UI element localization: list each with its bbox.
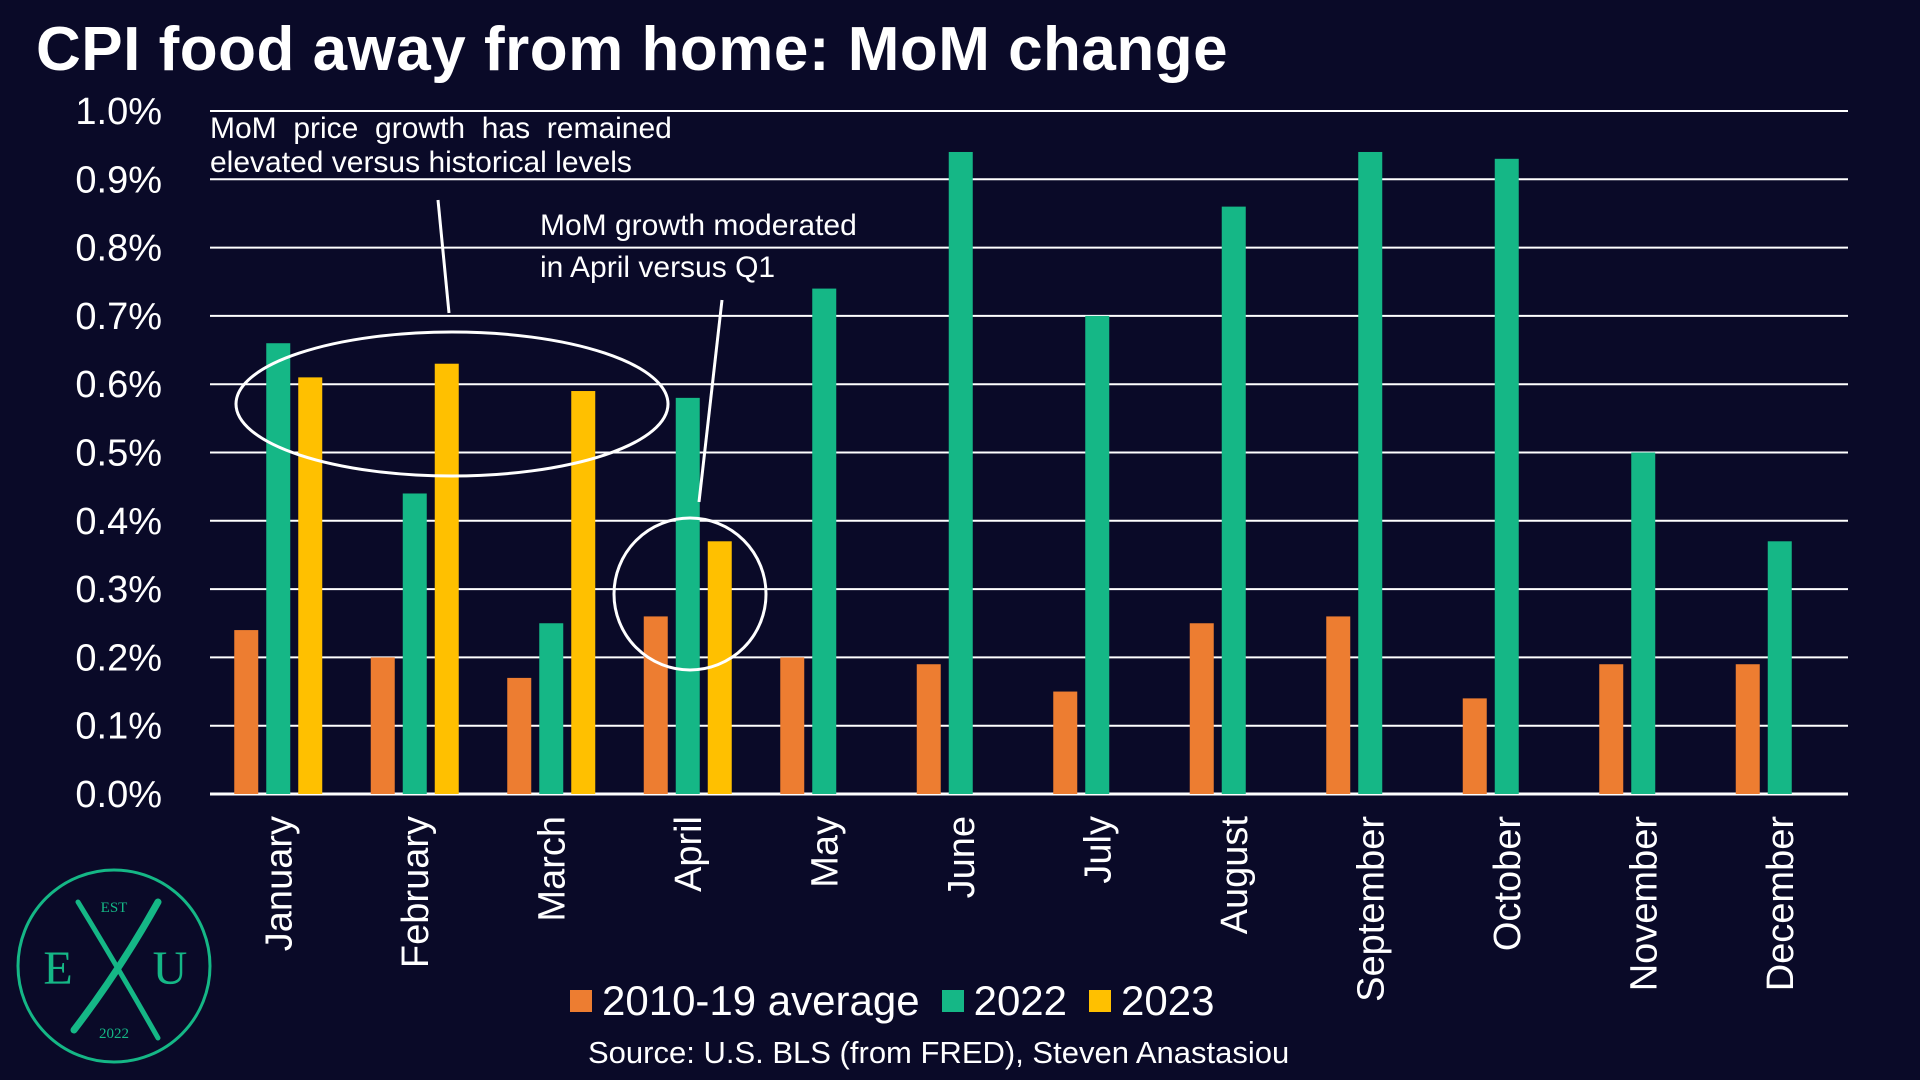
x-category-label: March [531, 816, 573, 922]
exu-logo: EST E U 2022 [16, 868, 212, 1064]
annotation-ellipse-q1 [234, 330, 670, 478]
logo-letter-u: U [153, 942, 188, 995]
logo-est-text: EST [101, 900, 128, 916]
x-category-label: November [1623, 816, 1665, 992]
chart-title: CPI food away from home: MoM change [36, 15, 1229, 84]
y-tick-label: 0.2% [75, 637, 162, 679]
bar [1631, 452, 1656, 794]
logo-letter-x [70, 898, 162, 1041]
x-category-label: May [804, 816, 846, 888]
y-tick-label: 0.1% [75, 706, 162, 748]
bar [1599, 664, 1624, 794]
bar [1735, 664, 1760, 794]
logo-year-text: 2022 [99, 1026, 129, 1042]
logo-ring [16, 868, 212, 1064]
bar [675, 397, 700, 794]
source-note: Source: U.S. BLS (from FRED), Steven Ana… [588, 1035, 1290, 1070]
y-tick-label: 0.0% [75, 774, 162, 816]
y-tick-label: 0.5% [75, 433, 162, 475]
bar [1085, 315, 1110, 794]
bar [1462, 698, 1487, 794]
bar [1767, 541, 1792, 794]
x-category-label: August [1214, 816, 1256, 935]
bar [780, 657, 805, 794]
bar [1494, 158, 1519, 794]
bar [1189, 623, 1214, 794]
bar [643, 616, 668, 794]
bar [434, 363, 459, 794]
bar [812, 288, 837, 794]
annotation-circle-april [612, 516, 768, 672]
x-category-label: December [1760, 816, 1802, 992]
y-tick-label: 0.7% [75, 296, 162, 338]
legend-label-2023: 2023 [1121, 977, 1215, 1024]
bar [1358, 151, 1383, 795]
x-category-label: June [941, 816, 983, 898]
bar [1221, 206, 1246, 794]
x-category-label: September [1350, 816, 1392, 1002]
bar [1326, 616, 1351, 794]
legend-swatch-2022 [941, 990, 964, 1012]
bar [916, 664, 941, 794]
annotation-leader-april [697, 299, 724, 503]
x-category-label: January [258, 816, 300, 951]
x-category-label: February [395, 816, 437, 968]
legend-item-2023: 2023 [1089, 977, 1214, 1025]
legend-swatch-2023 [1089, 990, 1112, 1012]
bar [948, 151, 973, 795]
y-tick-label: 0.9% [75, 159, 162, 201]
legend-label-2022: 2022 [973, 977, 1068, 1024]
y-tick-label: 1.0% [75, 91, 162, 133]
annotation-1-line-1: MoM price growth has remained [210, 112, 672, 145]
annotation-leader-q1 [436, 199, 451, 314]
legend: 2010-19 average 2022 2023 [570, 977, 1214, 1025]
bar [571, 391, 596, 794]
bar [539, 623, 564, 794]
y-tick-label: 0.3% [75, 569, 162, 611]
legend-item-2022: 2022 [941, 977, 1068, 1025]
x-category-label: October [1487, 816, 1529, 952]
annotation-2-line-1: MoM growth moderated [540, 209, 857, 242]
gridlines [210, 110, 1848, 796]
logo-letter-e: E [43, 942, 72, 995]
y-tick-label: 0.6% [75, 364, 162, 406]
bar [266, 343, 291, 794]
x-axis-categories: January February March April May June July Augu… [258, 816, 1802, 1002]
y-tick-label: 0.8% [75, 228, 162, 270]
bar [234, 630, 259, 794]
legend-item-avg: 2010-19 average [570, 977, 920, 1025]
bar [402, 493, 427, 794]
annotation-1-line-2: elevated versus historical levels [210, 146, 632, 179]
bar [370, 657, 395, 794]
x-category-label: April [668, 816, 710, 892]
annotations: MoM price growth has remained elevated v… [210, 112, 857, 672]
x-category-label: July [1077, 816, 1119, 884]
y-tick-label: 0.4% [75, 501, 162, 543]
bar [507, 677, 532, 794]
bar [298, 377, 323, 794]
legend-swatch-avg [570, 990, 592, 1012]
bars [234, 151, 1792, 795]
y-axis-ticks: 0.0% 0.1% 0.2% 0.3% 0.4% 0.5% 0.6% 0.7% 0.8% 0.9%… [75, 91, 162, 816]
annotation-2-line-2: in April versus Q1 [540, 251, 775, 284]
legend-label-avg: 2010-19 average [602, 977, 920, 1024]
bar [1053, 691, 1078, 794]
